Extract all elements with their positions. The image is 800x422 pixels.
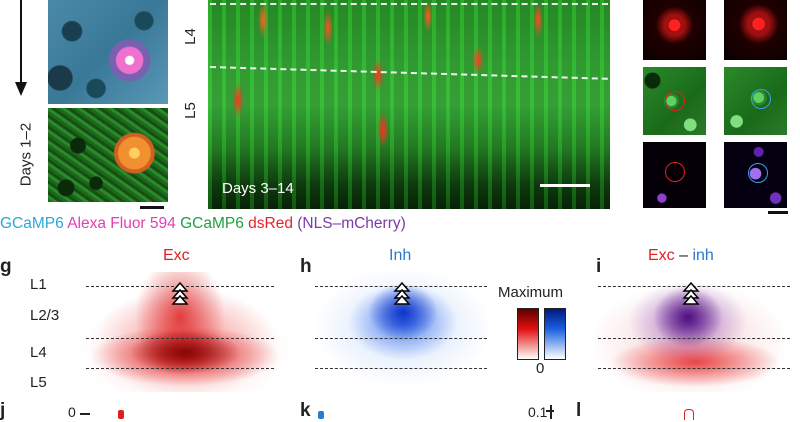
panel-j-data-mark — [118, 410, 124, 419]
colorbar-max-label: Maximum — [498, 284, 564, 301]
panel-k-data-mark — [318, 411, 324, 419]
panel-k-axis — [550, 405, 552, 419]
layer-label-l5-map: L5 — [30, 374, 47, 391]
panel-letter-g: g — [0, 256, 12, 277]
layer-label-l4-map: L4 — [30, 344, 47, 361]
exc-layer-line-2 — [86, 338, 274, 339]
panel-letter-l: l — [576, 400, 582, 421]
micrograph-cortex-layers — [208, 0, 610, 209]
panel-letter-k: k — [300, 400, 311, 421]
panel-letter-h: h — [300, 256, 312, 277]
exc-soma-marker-icon — [171, 282, 189, 305]
layer-label-l23: L2/3 — [30, 307, 60, 324]
inh-layer-line-2 — [315, 338, 487, 339]
legend-nls-mcherry: (NLS–mCherry) — [297, 215, 406, 232]
panel-letter-j: j — [0, 400, 6, 421]
map-i-title-sep: – — [674, 247, 693, 264]
days-3-14-label: Days 3–14 — [222, 180, 294, 197]
panel-j-tick: 0 — [68, 404, 76, 420]
inh-soma-marker-icon — [393, 282, 411, 305]
time-arrow — [15, 0, 27, 96]
exc-layer-line-3 — [86, 368, 274, 369]
map-h-title: Inh — [389, 247, 412, 264]
panel-k-tick: 0.1 — [528, 404, 548, 420]
micrograph-green-b — [724, 67, 787, 135]
colorbar-min-label: 0 — [536, 360, 545, 377]
legend-dsred: dsRed — [248, 215, 293, 232]
layer-label-l1: L1 — [30, 276, 47, 293]
inh-layer-line-3 — [315, 368, 487, 369]
scale-bar-left — [140, 206, 164, 209]
channel-legend: GCaMP6 Alexa Fluor 594 GCaMP6 dsRed (NLS… — [0, 215, 406, 233]
micrograph-red-a — [643, 0, 706, 60]
colorbar-exc — [517, 308, 539, 360]
legend-gcamp6-green: GCaMP6 — [180, 215, 244, 232]
micrograph-red-b — [724, 0, 787, 60]
map-i-title: Exc – inh — [648, 247, 714, 265]
micrograph-green-a — [643, 67, 706, 135]
legend-alexa: Alexa Fluor 594 — [67, 215, 176, 232]
micrograph-cell-cyan — [48, 0, 168, 104]
exc-heatmap — [80, 272, 290, 392]
micrograph-purple — [724, 142, 787, 208]
layer-label-l5: L5 — [181, 102, 199, 119]
micrograph-dark-outline — [643, 142, 706, 208]
diff-layer-line-2 — [598, 338, 790, 339]
legend-gcamp6-cyan: GCaMP6 — [0, 215, 64, 232]
map-g-title: Exc — [163, 247, 190, 264]
exc-minus-inh-heatmap — [590, 272, 800, 392]
map-i-title-inh: inh — [692, 247, 714, 264]
days-1-2-label: Days 1–2 — [17, 122, 35, 187]
scale-bar-center — [540, 184, 590, 187]
layer-boundary-top — [210, 3, 608, 5]
panel-k-axis-tick — [546, 410, 554, 412]
diff-soma-marker-icon — [682, 282, 700, 305]
layer-label-l4: L4 — [181, 28, 199, 45]
scale-bar-right — [768, 211, 788, 214]
colorbar-inh — [544, 308, 566, 360]
panel-l-data-mark — [684, 409, 694, 420]
map-i-title-exc: Exc — [648, 247, 675, 264]
micrograph-cell-green-orange — [48, 108, 168, 202]
panel-j-axis-tick — [80, 413, 90, 415]
panel-letter-i: i — [596, 256, 602, 277]
diff-layer-line-3 — [598, 368, 790, 369]
